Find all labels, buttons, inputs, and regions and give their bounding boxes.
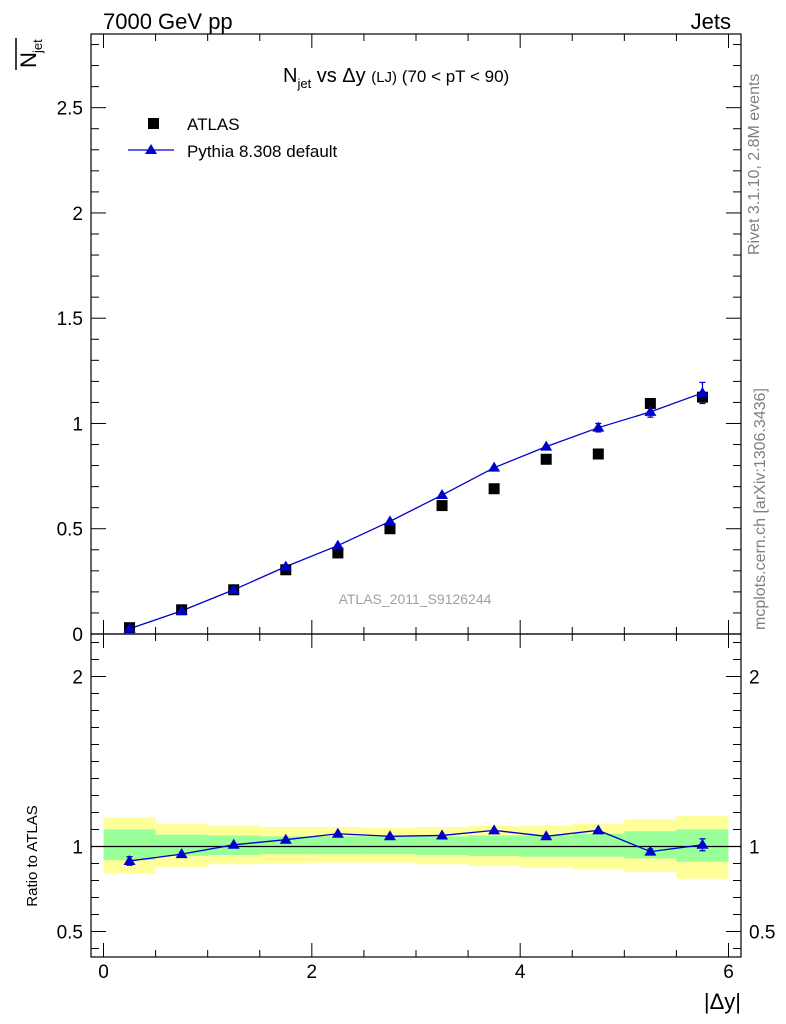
ratio-y-tick-label-right: 2 [749,668,760,689]
stat-uncertainty-band [416,836,469,855]
analysis-watermark: ATLAS_2011_S9126244 [339,591,492,607]
svg-text:N: N [16,52,41,68]
rivet-label: Rivet 3.1.10, 2.8M events [746,74,763,255]
pythia-point [331,539,344,550]
ratio-y-tick-label-left: 1 [72,838,83,859]
main-y-tick-label: 1.5 [57,309,83,330]
mcplots-label: mcplots.cern.ch [arXiv:1306.3436] [752,388,769,630]
ratio-panel: 0 2 4 6 0.5 0.5 1 1 2 2 [57,633,775,983]
atlas-point [488,483,500,495]
atlas-point [384,523,396,535]
ratio-pythia-point [540,830,553,841]
stat-uncertainty-band [311,836,364,855]
pythia-line [129,392,703,630]
ratio-pythia-point [279,833,292,844]
pythia-point [488,461,501,472]
pythia-point [383,515,396,526]
main-y-tick-label: 2 [72,204,83,225]
atlas-point [332,547,344,559]
stat-uncertainty-band [468,835,521,856]
main-ylabel: N jet [15,38,45,70]
legend-marker-atlas [148,118,159,129]
ratio-pythia-point [123,854,136,865]
atlas-point [644,397,656,409]
legend-marker-pythia [145,144,157,154]
ratio-y-tick-label-right: 1 [749,838,760,859]
pythia-point [227,583,240,594]
main-panel: 0 0.5 1 1.5 2 2.5 [57,33,742,646]
pythia-point [540,440,553,451]
ratio-y-tick-label-left: 2 [72,668,83,689]
ratio-ylabel: Ratio to ATLAS [24,805,41,906]
ratio-pythia-point [175,848,188,859]
atlas-point [696,391,708,403]
ratio-x-tick-label: 4 [515,962,526,983]
pythia-point [175,604,188,615]
chart-title: Njet vs Δy (LJ) (70 < pT < 90) [283,65,509,91]
ratio-pythia-line [129,829,703,862]
ratio-pythia-point [227,838,240,849]
ratio-x-tick-label: 6 [723,962,734,983]
ratio-pythia-point [696,838,709,849]
stat-uncertainty-band [155,834,208,856]
ratio-y-tick-label-right: 0.5 [749,923,775,944]
pythia-point [644,405,657,416]
ratio-pythia-point [331,827,344,838]
pythia-point [592,421,605,432]
main-y-tick-label: 1 [72,414,83,435]
stat-uncertainty-band [572,833,625,857]
legend-label-atlas: ATLAS [187,115,240,134]
main-y-tick-label: 2.5 [57,99,83,120]
pythia-point [696,386,709,397]
ratio-y-tick-label-left: 0.5 [57,923,83,944]
ratio-pythia-point [436,829,449,840]
ratio-frame [90,633,742,958]
stat-uncertainty-band [363,836,416,855]
header-left: 7000 GeV pp [103,9,233,34]
main-y-tick-label: 0.5 [57,520,83,541]
ratio-pythia-point [592,824,605,835]
legend: ATLAS Pythia 8.308 default [128,115,338,161]
atlas-point [540,453,552,465]
pythia-point [123,622,136,633]
ratio-pythia-point [644,845,657,856]
ratio-xlabel: |Δy| [704,989,741,1014]
pythia-point [279,560,292,571]
atlas-point [436,500,448,512]
ratio-pythia-point [488,824,501,835]
header-right: Jets [691,9,731,34]
ratio-x-tick-label: 2 [307,962,318,983]
ratio-pythia-point [383,830,396,841]
svg-text:jet: jet [30,39,45,54]
atlas-point [592,448,604,460]
pythia-point [436,489,449,500]
ratio-x-tick-label: 0 [98,962,109,983]
legend-label-pythia: Pythia 8.308 default [187,142,338,161]
main-y-tick-label: 0 [72,625,83,646]
